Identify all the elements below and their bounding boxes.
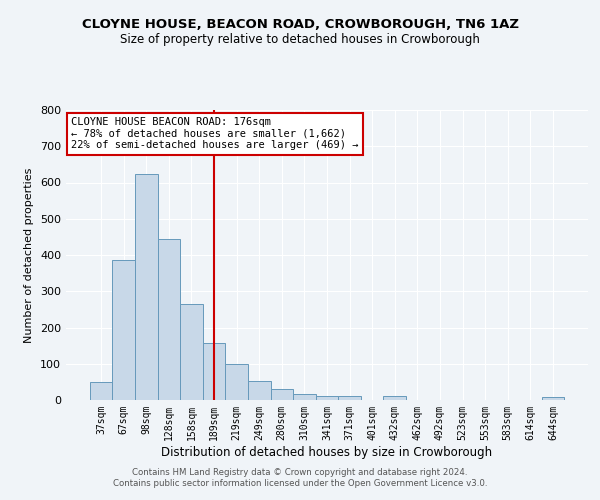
Y-axis label: Number of detached properties: Number of detached properties xyxy=(25,168,34,342)
Text: Contains HM Land Registry data © Crown copyright and database right 2024.
Contai: Contains HM Land Registry data © Crown c… xyxy=(113,468,487,487)
Bar xyxy=(112,260,135,400)
Bar xyxy=(338,396,361,400)
Bar xyxy=(293,394,316,400)
Bar xyxy=(180,304,203,400)
Text: CLOYNE HOUSE, BEACON ROAD, CROWBOROUGH, TN6 1AZ: CLOYNE HOUSE, BEACON ROAD, CROWBOROUGH, … xyxy=(82,18,518,30)
Bar xyxy=(316,396,338,400)
Bar xyxy=(271,389,293,400)
Bar xyxy=(542,397,564,400)
Text: Size of property relative to detached houses in Crowborough: Size of property relative to detached ho… xyxy=(120,32,480,46)
Text: CLOYNE HOUSE BEACON ROAD: 176sqm
← 78% of detached houses are smaller (1,662)
22: CLOYNE HOUSE BEACON ROAD: 176sqm ← 78% o… xyxy=(71,117,359,150)
Bar xyxy=(203,343,226,400)
Bar xyxy=(226,364,248,400)
Bar xyxy=(383,396,406,400)
Bar xyxy=(158,240,180,400)
Bar xyxy=(248,381,271,400)
Bar xyxy=(135,174,158,400)
Bar xyxy=(90,382,112,400)
X-axis label: Distribution of detached houses by size in Crowborough: Distribution of detached houses by size … xyxy=(161,446,493,458)
